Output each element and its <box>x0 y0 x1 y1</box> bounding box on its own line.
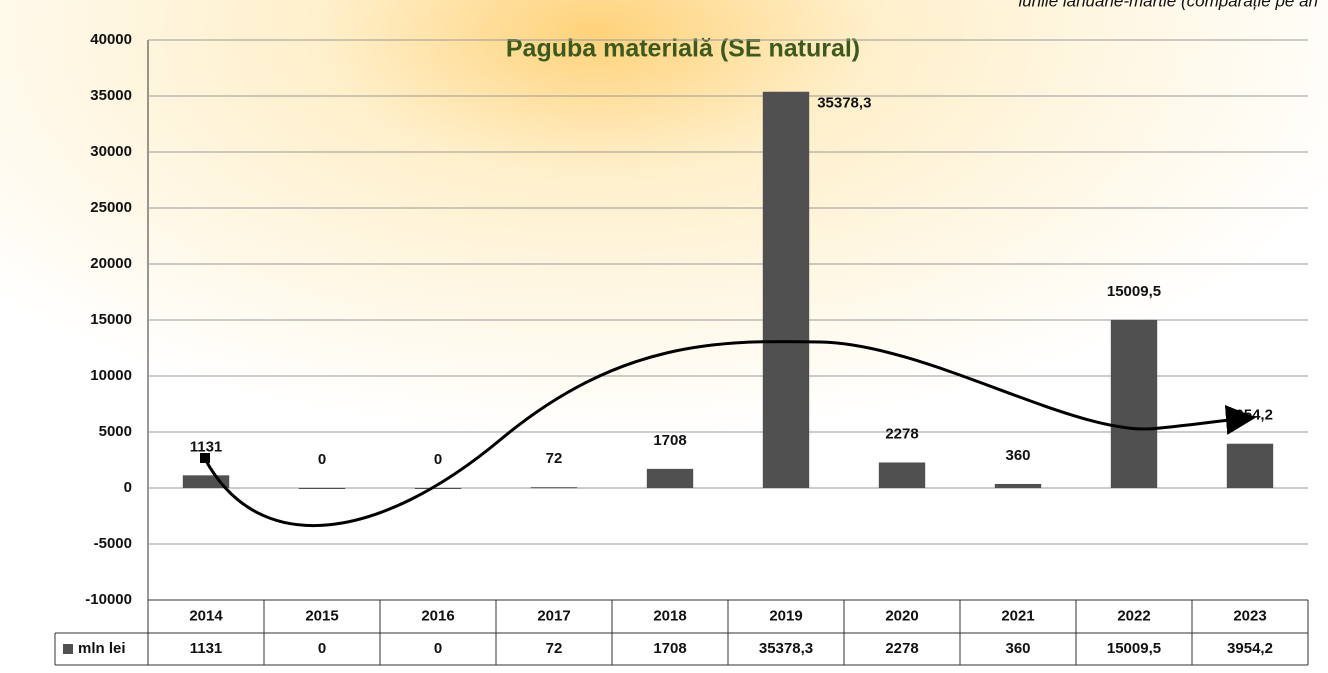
data-label: 35378,3 <box>817 95 871 112</box>
data-label: 0 <box>434 451 442 468</box>
bar <box>414 488 462 489</box>
bar <box>994 483 1042 488</box>
table-cell: 360 <box>1005 640 1030 657</box>
data-label: 3954,2 <box>1227 407 1273 424</box>
subtitle: lunile ianuarie-martie (comparație pe an <box>1018 0 1318 10</box>
table-cell: 0 <box>318 640 326 657</box>
y-tick-label: 0 <box>124 479 132 496</box>
trend-start <box>200 453 210 463</box>
bar <box>646 468 694 488</box>
data-label: 0 <box>318 451 326 468</box>
y-tick-label: 35000 <box>90 87 132 104</box>
bar <box>1226 443 1274 488</box>
table-cell: 15009,5 <box>1107 640 1161 657</box>
trend-curve <box>203 340 1256 528</box>
y-tick-label: -5000 <box>94 535 132 552</box>
data-label: 2278 <box>885 425 918 442</box>
y-tick-label: 20000 <box>90 255 132 272</box>
x-tick-label: 2021 <box>1001 607 1034 624</box>
x-tick-label: 2020 <box>885 607 918 624</box>
bar <box>1110 319 1158 488</box>
x-tick-label: 2016 <box>421 607 454 624</box>
data-label: 360 <box>1005 447 1030 464</box>
data-label: 1708 <box>653 432 686 449</box>
data-label: 72 <box>546 450 563 467</box>
table-cell: 35378,3 <box>759 640 813 657</box>
x-tick-label: 2019 <box>769 607 802 624</box>
table-cell: 3954,2 <box>1227 640 1273 657</box>
table-cell: 1708 <box>653 640 686 657</box>
bar <box>298 488 346 489</box>
table-cell: 1131 <box>190 640 223 657</box>
y-tick-label: 5000 <box>99 423 132 440</box>
data-label: 1131 <box>190 438 223 455</box>
x-tick-label: 2018 <box>653 607 686 624</box>
y-tick-label: 25000 <box>90 199 132 216</box>
x-tick-label: 2022 <box>1117 607 1150 624</box>
bar <box>530 487 578 489</box>
bar <box>762 91 810 489</box>
y-tick-label: -10000 <box>85 591 132 608</box>
data-label: 15009,5 <box>1107 283 1161 300</box>
y-tick-label: 15000 <box>90 311 132 328</box>
y-tick-label: 30000 <box>90 143 132 160</box>
y-tick-label: 10000 <box>90 367 132 384</box>
x-tick-label: 2015 <box>305 607 338 624</box>
table-cell: 0 <box>434 640 442 657</box>
bar <box>878 462 926 488</box>
table-cell: 72 <box>546 640 563 657</box>
chart-title: Paguba materială (SE natural) <box>506 35 860 63</box>
y-tick-label: 40000 <box>90 31 132 48</box>
legend-swatch <box>63 644 73 654</box>
legend-label: mln lei <box>78 640 126 657</box>
x-tick-label: 2014 <box>189 607 223 624</box>
table-cell: 2278 <box>885 640 918 657</box>
x-tick-label: 2017 <box>537 607 570 624</box>
x-tick-label: 2023 <box>1233 607 1266 624</box>
